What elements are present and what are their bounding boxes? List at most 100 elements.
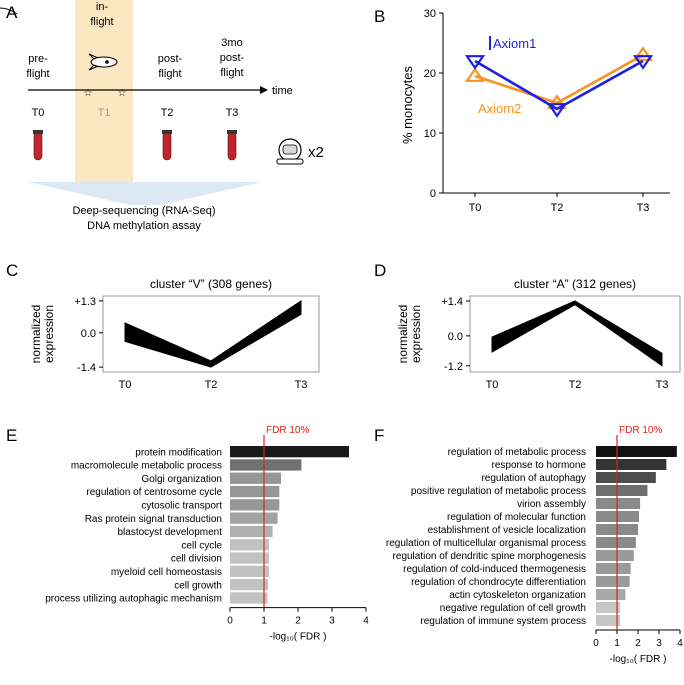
- panel-letter-B: B: [374, 7, 385, 26]
- f-bar-12: [596, 602, 621, 613]
- f-xtick-label-2: 2: [635, 638, 641, 649]
- d-xtick-label-T2: T2: [569, 379, 582, 391]
- e-bar-label-8: cell division: [171, 554, 222, 565]
- b-series-line-Axiom1: [474, 59, 644, 111]
- f-xtick-label-0: 0: [593, 638, 599, 649]
- assay-funnel: [28, 182, 262, 205]
- helmet-visor: [282, 144, 298, 155]
- b-ytick-label-0: 0: [430, 188, 436, 200]
- e-bar-label-7: cell cycle: [181, 540, 222, 551]
- astronaut-icon: [276, 138, 304, 165]
- panel-letter-E: E: [6, 426, 17, 445]
- f-bar-label-8: regulation of dendritic spine morphogene…: [393, 551, 586, 562]
- assay-label-0: Deep-sequencing (RNA-Seq): [72, 205, 215, 217]
- c-y-label-1: expression: [42, 305, 56, 363]
- e-bar-label-10: cell growth: [174, 580, 222, 591]
- blood-tube-0: [33, 131, 43, 161]
- blood-tube-cap-1: [162, 130, 172, 134]
- f-bar-label-7: regulation of multicellular organismal p…: [386, 538, 586, 549]
- phase-label-3-line-0: 3mo: [221, 37, 242, 49]
- d-frame: [469, 295, 681, 373]
- orbit-arc: [0, 7, 18, 15]
- b-point-Axiom1-T0: [464, 55, 486, 70]
- phase-label-0-line-0: pre-: [28, 53, 48, 65]
- blood-tube-cap-2: [227, 130, 237, 134]
- e-bar-5: [230, 512, 278, 524]
- e-xtick-label-1: 1: [261, 616, 267, 627]
- f-threshold-label: FDR 10%: [619, 425, 662, 436]
- c-xtick-label-T3: T3: [295, 379, 308, 391]
- rocket-fins: [88, 53, 99, 71]
- f-bar-label-13: regulation of immune system process: [420, 616, 586, 627]
- f-bar-label-12: negative regulation of cell growth: [440, 603, 586, 614]
- e-xtick-label-4: 4: [363, 616, 369, 627]
- f-bar-10: [596, 576, 630, 587]
- e-bar-9: [230, 565, 270, 577]
- rocket-window: [105, 60, 109, 64]
- blood-tube-2: [227, 131, 237, 161]
- f-bar-3: [596, 485, 648, 496]
- b-point-Axiom2-T0: [464, 67, 486, 82]
- f-bar-7: [596, 537, 636, 548]
- e-bar-label-2: Golgi organization: [141, 474, 222, 485]
- e-bar-label-6: blastocyst development: [117, 527, 222, 538]
- b-point-Axiom1-T2: [546, 103, 568, 118]
- d-title: cluster “A” (312 genes): [514, 277, 636, 291]
- e-xtick-label-0: 0: [227, 616, 233, 627]
- blood-tube-1: [162, 131, 172, 161]
- b-legend-Axiom2: Axiom2: [478, 101, 521, 116]
- f-bar-0: [596, 446, 677, 457]
- b-y-axis-label: % monocytes: [400, 65, 415, 144]
- d-ytick-label-1: 0.0: [448, 331, 463, 343]
- c-frame: [102, 295, 320, 373]
- replicate-label: x2: [308, 144, 324, 161]
- f-xtick-label-4: 4: [677, 638, 683, 649]
- e-bar-label-11: process utilizing autophagic mechanism: [45, 594, 222, 605]
- f-bar-4: [596, 498, 641, 509]
- star-icon-left: ☆: [84, 88, 93, 99]
- in-flight-highlight: [75, 0, 133, 182]
- f-bar-11: [596, 589, 626, 600]
- e-bar-6: [230, 525, 273, 538]
- assay-label-1: DNA methylation assay: [87, 220, 201, 232]
- e-bar-7: [230, 539, 270, 551]
- time-label: time: [272, 85, 293, 97]
- e-bar-2: [230, 472, 281, 484]
- f-bar-label-1: response to hormone: [491, 460, 586, 471]
- timepoint-T3: T3: [226, 107, 239, 119]
- c-ytick-label-1: 0.0: [81, 328, 96, 340]
- f-bar-label-6: establishment of vesicle localization: [428, 525, 586, 536]
- star-icon-right: ☆: [118, 88, 127, 99]
- e-bar-label-1: macromolecule metabolic process: [71, 461, 222, 472]
- d-y-label-0: normalized: [396, 305, 410, 364]
- timepoint-T0: T0: [32, 107, 45, 119]
- f-bar-label-11: actin cytoskeleton organization: [449, 590, 586, 601]
- f-bar-13: [596, 615, 621, 626]
- b-point-Axiom1-T3: [632, 55, 654, 70]
- phase-label-2-line-1: flight: [158, 68, 181, 80]
- b-xtick-label-T0: T0: [469, 202, 482, 214]
- d-y-label-1: expression: [409, 305, 423, 363]
- phase-label-0-line-1: flight: [26, 68, 49, 80]
- b-ytick-label-30: 30: [424, 8, 436, 20]
- timepoint-T2: T2: [161, 107, 174, 119]
- blood-tube-cap-0: [33, 130, 43, 134]
- e-bar-10: [230, 579, 269, 591]
- phase-label-2-line-0: post-: [158, 53, 183, 65]
- f-xtick-label-3: 3: [656, 638, 662, 649]
- e-x-axis-label: -log₁₀( FDR ): [270, 632, 327, 643]
- b-point-Axiom2-T3: [632, 46, 654, 61]
- e-bar-1: [230, 459, 302, 471]
- c-xtick-label-T0: T0: [119, 379, 132, 391]
- d-xtick-label-T3: T3: [656, 379, 669, 391]
- e-bar-label-4: cytosolic transport: [141, 501, 222, 512]
- e-bar-3: [230, 485, 280, 498]
- f-bar-9: [596, 563, 631, 574]
- e-bar-8: [230, 552, 270, 564]
- e-bar-label-5: Ras protein signal transduction: [85, 514, 222, 525]
- b-ytick-label-20: 20: [424, 68, 436, 80]
- c-y-label-0: normalized: [29, 305, 43, 364]
- f-bar-label-3: positive regulation of metabolic process: [411, 486, 586, 497]
